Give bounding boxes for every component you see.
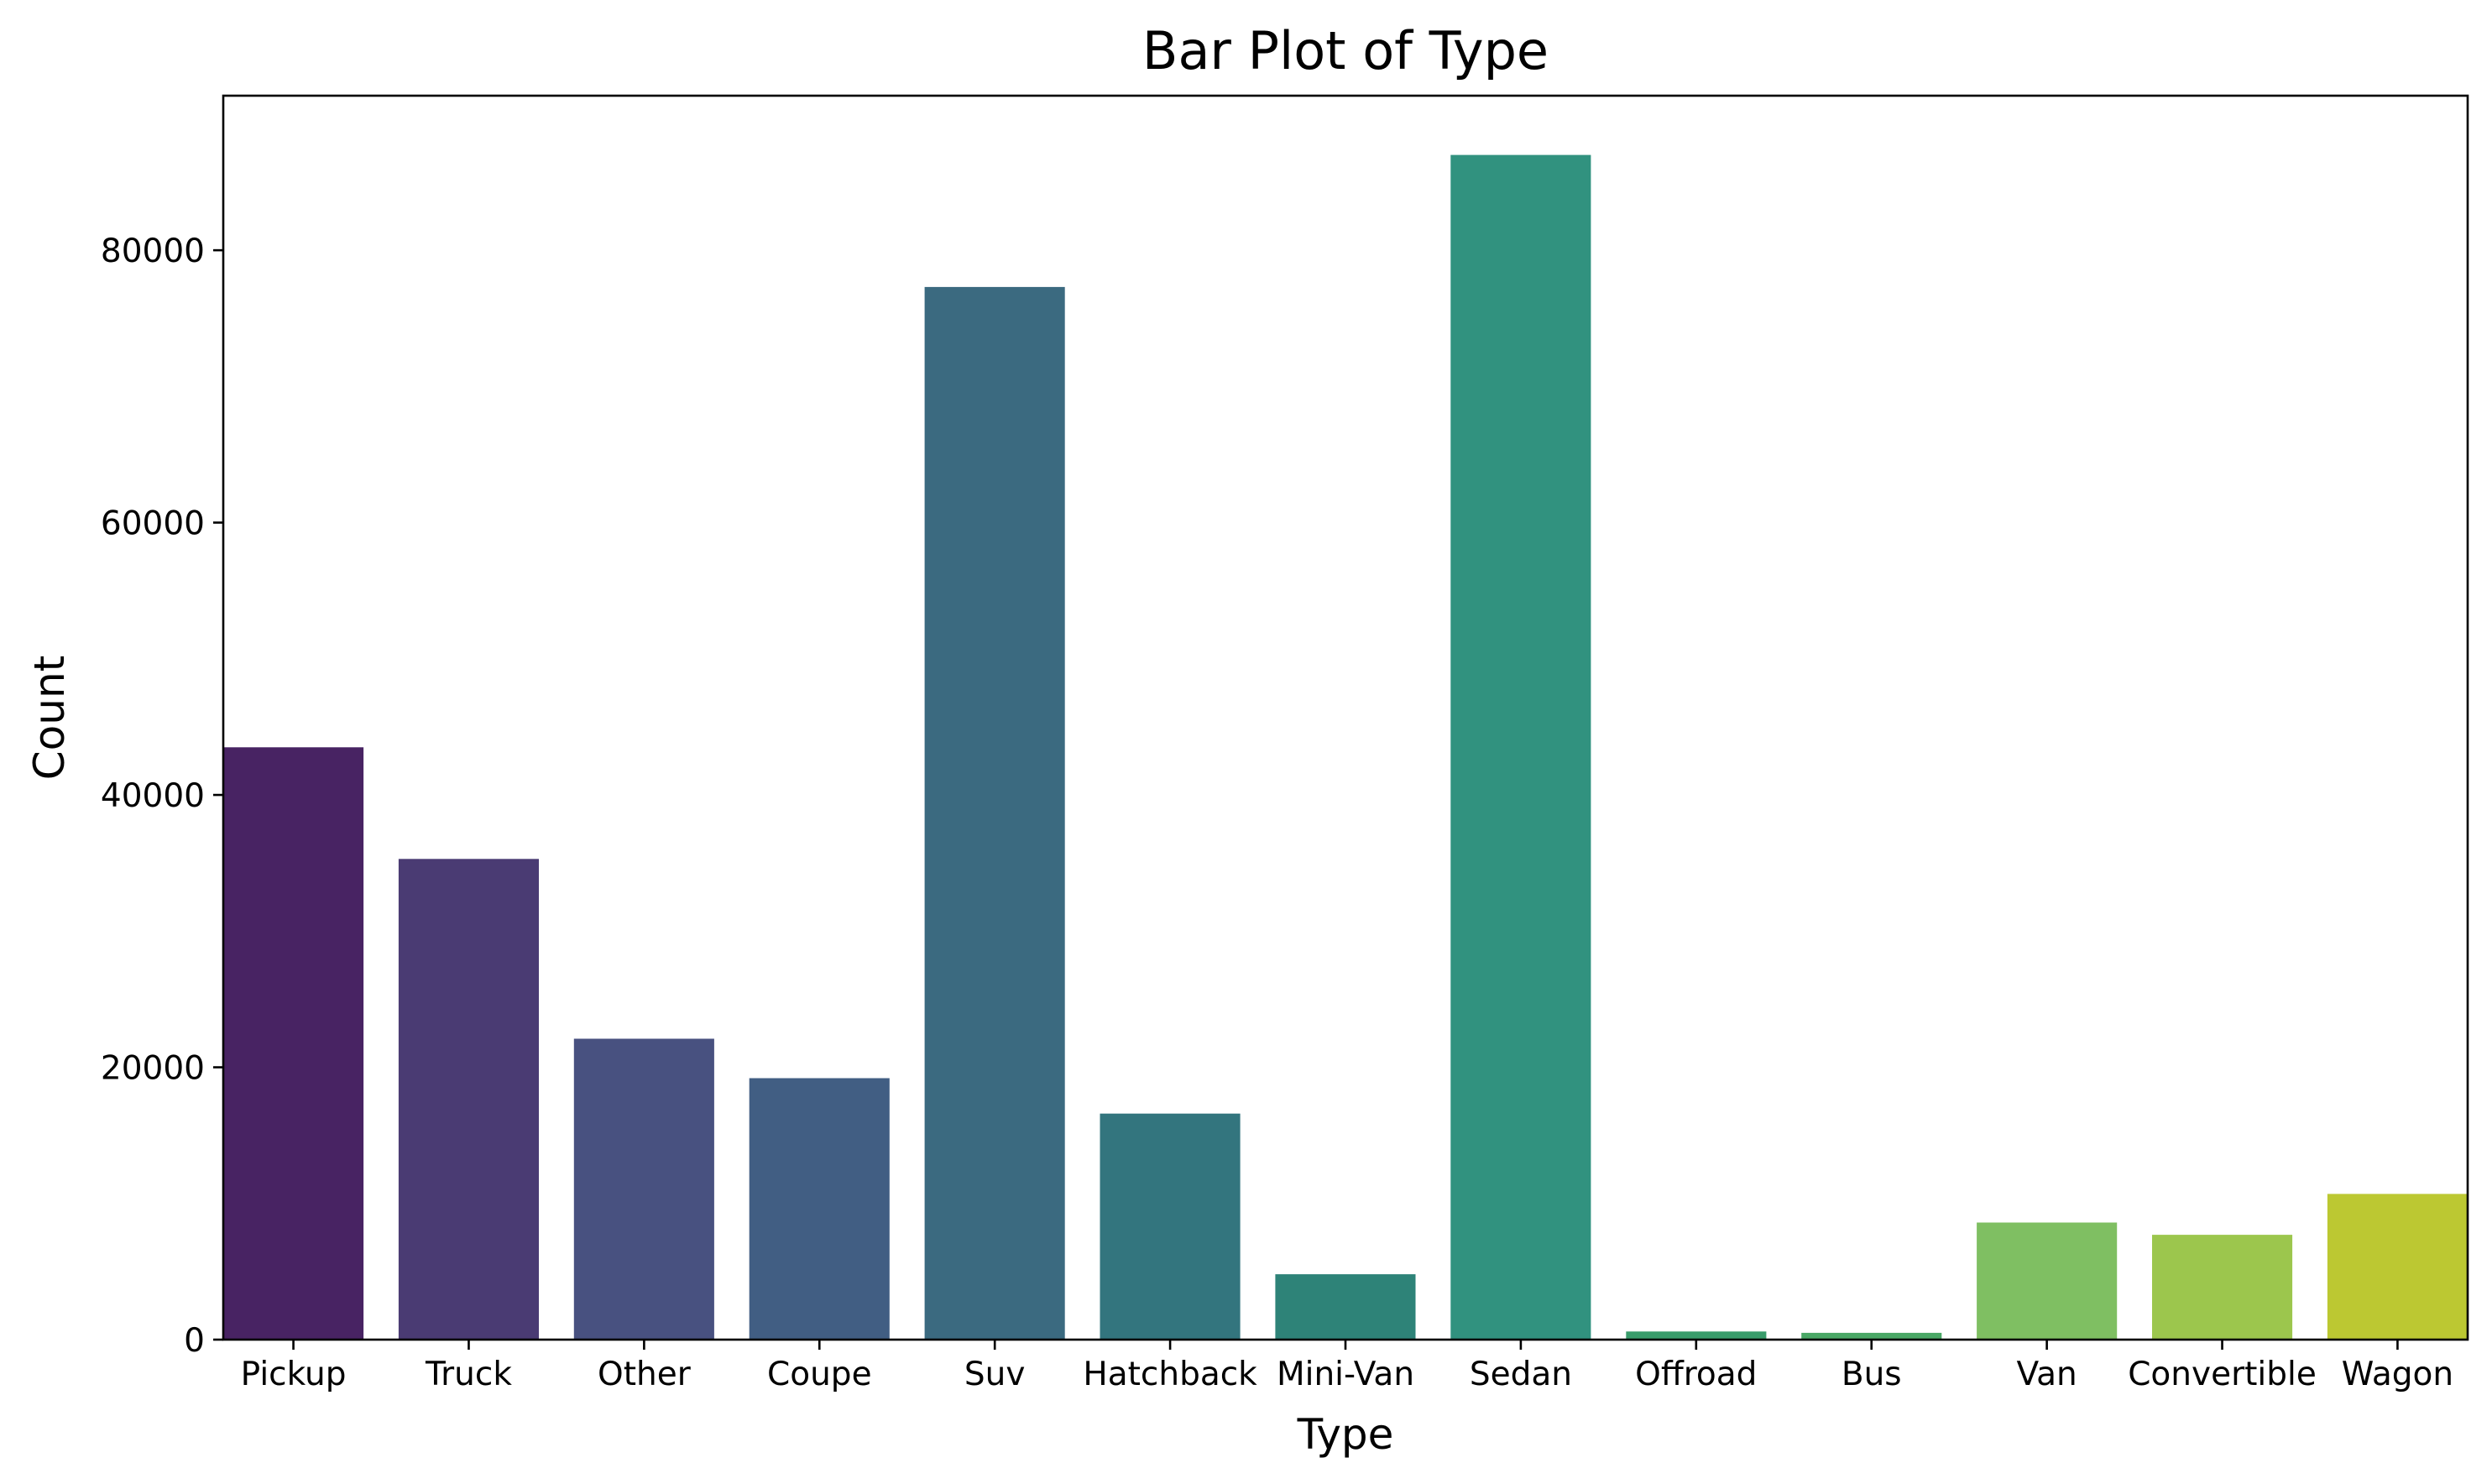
bar-sedan bbox=[1450, 154, 1591, 1340]
x-tick-label: Suv bbox=[964, 1356, 1026, 1393]
x-tick-label: Wagon bbox=[2342, 1356, 2453, 1393]
x-tick-label: Offroad bbox=[1635, 1356, 1757, 1393]
x-axis-label: Type bbox=[1297, 1410, 1394, 1459]
y-tick-label: 20000 bbox=[101, 1050, 205, 1088]
bar-suv bbox=[924, 286, 1065, 1340]
bar-wagon bbox=[2327, 1194, 2468, 1340]
x-tick-label: Mini-Van bbox=[1277, 1356, 1414, 1393]
y-axis: 0 20000 40000 60000 80000 bbox=[101, 233, 223, 1360]
x-axis: Pickup Truck Other Coupe Suv Hatchback Mini-Va… bbox=[241, 1340, 2453, 1393]
x-tick-label: Convertible bbox=[2128, 1356, 2317, 1393]
x-tick-label: Sedan bbox=[1470, 1356, 1572, 1393]
bar-coupe bbox=[749, 1078, 890, 1340]
plot-frame bbox=[222, 94, 2469, 1341]
y-tick-label: 80000 bbox=[101, 233, 205, 270]
x-tick-label: Van bbox=[2016, 1356, 2077, 1393]
bars-group bbox=[223, 154, 2468, 1340]
bar-pickup bbox=[223, 747, 364, 1340]
x-tick-label: Bus bbox=[1842, 1356, 1902, 1393]
bar-mini-van bbox=[1275, 1274, 1416, 1340]
x-tick-label: Pickup bbox=[241, 1356, 347, 1393]
y-tick-label: 60000 bbox=[101, 505, 205, 543]
x-tick-label: Truck bbox=[425, 1356, 512, 1393]
x-tick-label: Other bbox=[598, 1356, 692, 1393]
x-tick-label: Coupe bbox=[767, 1356, 872, 1393]
x-tick-label: Hatchback bbox=[1083, 1356, 1257, 1393]
chart-title: Bar Plot of Type bbox=[1142, 20, 1549, 81]
bar-van bbox=[1977, 1222, 2118, 1340]
y-axis-label: Count bbox=[25, 656, 74, 781]
bar-truck bbox=[398, 859, 539, 1340]
bar-convertible bbox=[2152, 1235, 2293, 1340]
y-tick-label: 40000 bbox=[101, 777, 205, 815]
bar-hatchback bbox=[1100, 1113, 1241, 1340]
bar-bus bbox=[1801, 1332, 1942, 1340]
bar-other bbox=[573, 1038, 714, 1340]
bar-offroad bbox=[1626, 1331, 1767, 1340]
y-tick-label: 0 bbox=[184, 1322, 205, 1360]
